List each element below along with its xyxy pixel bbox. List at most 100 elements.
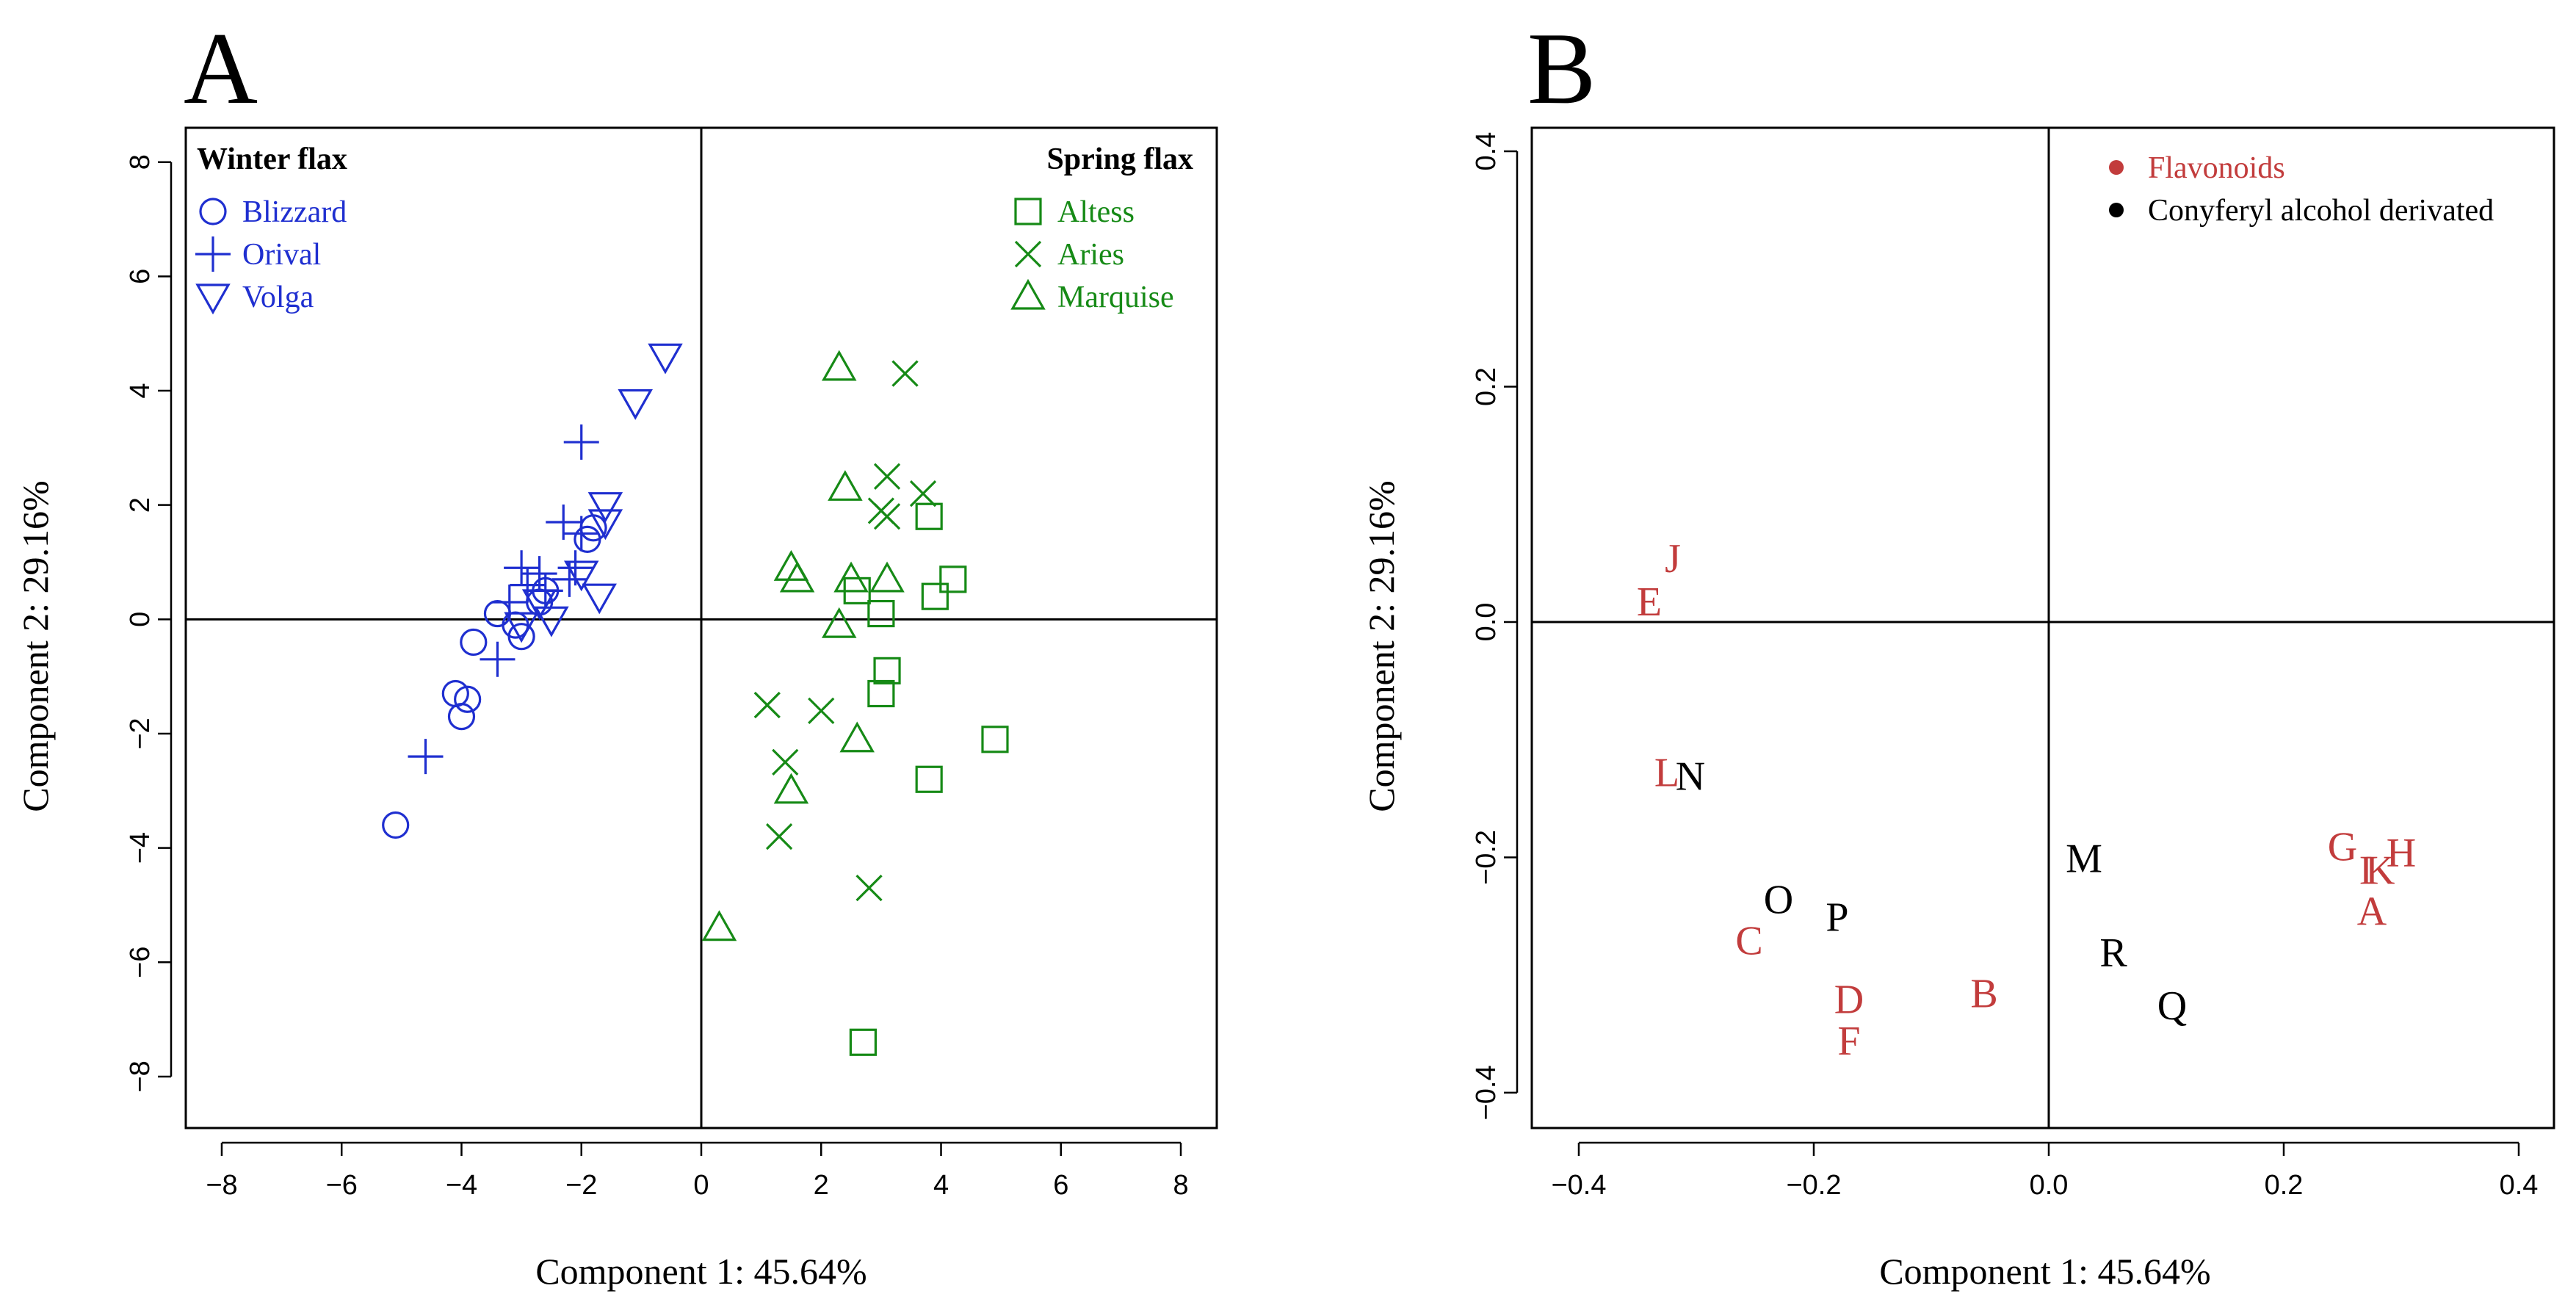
point-volga [534, 606, 569, 637]
panel-a-x-tick-label: 2 [814, 1170, 829, 1201]
variable-label-a: A [2357, 889, 2387, 935]
point-aries [765, 823, 793, 850]
point-marquise [773, 773, 809, 804]
panel-b-label: B [1527, 12, 1596, 126]
variable-label-c: C [1735, 919, 1762, 964]
legend-title: Spring flax [1046, 142, 1193, 176]
point-altess [915, 502, 943, 530]
variable-label-q: Q [2157, 983, 2187, 1029]
point-altess [915, 765, 943, 793]
legend-entry-orival: Orival [242, 238, 321, 272]
variable-label-l: L [1654, 750, 1679, 795]
point-volga [587, 509, 623, 541]
series-marquise [701, 350, 905, 941]
panel-a-pca-scores: A Component 1: 45.64% Component 2: 29.16… [15, 12, 1218, 1292]
legend-marker-altess [1014, 198, 1042, 225]
variable-labels: A B C D E F G HI J K L M N O P QR [1637, 536, 2416, 1064]
point-orival [563, 516, 599, 552]
point-orival [480, 641, 515, 677]
legend-entry-conyferyl-alcohol-derivated: Conyferyl alcohol derivated [2148, 194, 2494, 228]
legend-entry-altess: Altess [1057, 195, 1135, 229]
panel-b-y-tick-label: −0.2 [1471, 830, 1502, 885]
series-orival [408, 424, 599, 775]
point-marquise [869, 561, 905, 593]
panel-a-y-tick-label: 2 [125, 497, 156, 513]
series-altess [843, 502, 1009, 1056]
series-volga [504, 343, 683, 643]
legend-entry-flavonoids: Flavonoids [2148, 151, 2285, 185]
legend-dot-flavonoids [2109, 160, 2124, 175]
point-altess [867, 679, 895, 708]
variable-label-e: E [1637, 579, 1662, 625]
variable-label-d: D [1834, 977, 1864, 1023]
panel-a-x-tick-label: 4 [933, 1170, 949, 1201]
panel-a-x-tick-label: −2 [565, 1170, 597, 1201]
variable-label-p: P [1826, 895, 1848, 941]
point-orival [563, 424, 599, 460]
legend-marker-volga [195, 283, 231, 315]
panel-a-y-tick-label: −8 [125, 1060, 156, 1092]
point-blizzard [441, 679, 469, 708]
point-aries [772, 748, 799, 776]
point-aries [808, 697, 835, 724]
point-volga [618, 388, 653, 420]
panel-b-plot-frame [1530, 126, 2555, 1129]
panel-b-x-tick-label: 0.0 [2030, 1170, 2069, 1201]
legend-dot-conyferyl-alcohol-derivated [2109, 203, 2124, 217]
legend-title: Winter flax [197, 142, 347, 176]
point-volga [582, 583, 617, 615]
point-blizzard [454, 685, 482, 713]
panel-a-x-tick-label: 0 [693, 1170, 709, 1201]
legend-entry-blizzard: Blizzard [242, 195, 347, 229]
panel-a-x-tick-label: −8 [206, 1170, 237, 1201]
panel-b-x-tick-label: −0.2 [1786, 1170, 1841, 1201]
point-blizzard [447, 703, 476, 731]
variable-label-m: M [2066, 836, 2102, 881]
panel-a-x-tick-label: 8 [1173, 1170, 1188, 1201]
panel-b-x-tick-label: 0.2 [2265, 1170, 2304, 1201]
variable-label-i: I [2359, 847, 2373, 893]
series-blizzard [382, 514, 607, 839]
legend-marker-blizzard [199, 198, 227, 225]
panel-a-x-tick-label: −4 [446, 1170, 477, 1201]
point-altess [849, 1028, 877, 1056]
point-aries [753, 691, 781, 719]
point-aries [873, 463, 901, 490]
point-altess [921, 582, 949, 610]
point-altess [867, 599, 895, 628]
legend-winter-flax: Winter flax Blizzard Orival Volga [195, 142, 347, 315]
point-marquise [821, 350, 857, 381]
point-altess [939, 565, 967, 593]
point-volga [587, 492, 623, 523]
point-orival [521, 556, 557, 592]
point-aries [909, 480, 937, 507]
panel-a-x-tick-label: −6 [326, 1170, 358, 1201]
panel-a-y-tick-label: 8 [125, 154, 156, 170]
panel-a-y-tick-label: 6 [125, 269, 156, 284]
legend-entry-aries: Aries [1057, 238, 1124, 272]
variable-label-f: F [1837, 1019, 1860, 1064]
legend-entry-volga: Volga [242, 281, 314, 314]
panel-b-legend: Flavonoids Conyferyl alcohol derivated [2109, 151, 2494, 228]
panel-b-y-tick-label: 0.2 [1471, 367, 1502, 406]
legend-spring-flax: Spring flax Altess Aries Marquise [1010, 142, 1193, 314]
point-orival [408, 739, 444, 775]
variable-label-b: B [1970, 972, 1997, 1017]
point-marquise [779, 561, 815, 593]
point-marquise [828, 470, 863, 501]
panel-a-y-tick-label: 0 [125, 612, 156, 627]
panel-a-y-tick-label: 4 [125, 383, 156, 398]
point-aries [855, 874, 883, 902]
panel-a-x-tick-label: 6 [1053, 1170, 1068, 1201]
panel-b-y-tick-label: 0.4 [1471, 132, 1502, 171]
variable-label-h: H [2387, 830, 2416, 875]
point-blizzard [382, 811, 410, 839]
point-altess [981, 726, 1009, 753]
variable-label-o: O [1764, 878, 1793, 923]
point-orival [546, 505, 582, 541]
legend-marker-marquise [1010, 278, 1046, 310]
panel-a-label: A [184, 12, 258, 126]
panel-b-x-tick-label: 0.4 [2500, 1170, 2539, 1201]
point-volga [521, 589, 557, 621]
